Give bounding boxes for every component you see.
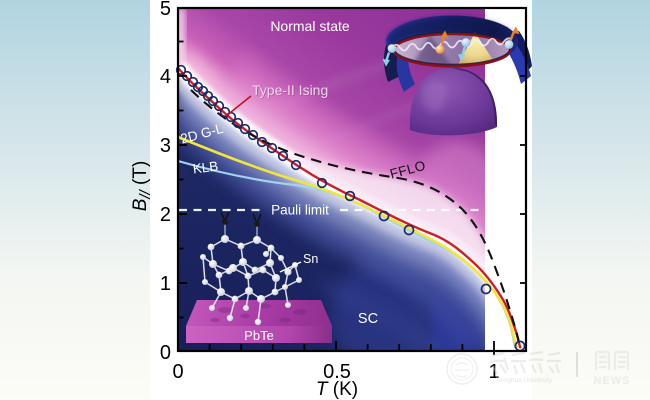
svg-text:SC: SC <box>358 311 378 327</box>
svg-text:0.5: 0.5 <box>323 361 351 383</box>
svg-text:T (K): T (K) <box>316 379 358 400</box>
svg-text:Type-II Ising: Type-II Ising <box>252 82 328 98</box>
svg-text:3: 3 <box>160 135 171 157</box>
svg-text:NEWS: NEWS <box>594 375 631 387</box>
svg-text:0: 0 <box>160 342 171 364</box>
svg-text:Normal state: Normal state <box>270 18 350 34</box>
svg-text:5: 5 <box>160 0 171 20</box>
svg-text:KLB: KLB <box>192 159 219 177</box>
svg-text:Sn: Sn <box>303 252 318 266</box>
svg-text:2: 2 <box>160 204 171 226</box>
svg-text:Pauli limit: Pauli limit <box>271 203 329 218</box>
svg-text:Type-II Ising: Type-II Ising <box>253 83 329 99</box>
svg-text:1: 1 <box>488 361 499 383</box>
svg-text:B// (T): B// (T) <box>130 161 154 212</box>
svg-text:PbTe: PbTe <box>244 328 274 343</box>
svg-text:Tsinghua University: Tsinghua University <box>496 377 553 384</box>
svg-text:1: 1 <box>160 273 171 295</box>
svg-text:0: 0 <box>172 361 183 383</box>
svg-text:4: 4 <box>160 66 171 88</box>
